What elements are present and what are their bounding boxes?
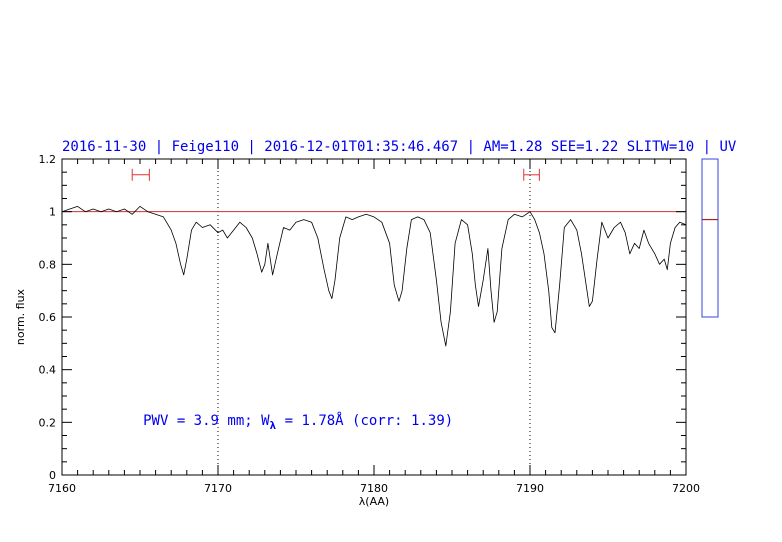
y-tick-label: 1	[49, 206, 56, 219]
x-tick-label: 7180	[360, 482, 388, 495]
y-tick-label: 0	[49, 469, 56, 482]
side-panel	[701, 158, 719, 318]
x-axis-label: λ(AA)	[359, 495, 389, 508]
y-axis-label: norm. flux	[14, 288, 27, 345]
x-axis-ticks: 7160 7170 7180 7190 7200	[48, 159, 700, 495]
y-tick-label: 0.8	[39, 258, 57, 271]
x-tick-label: 7200	[672, 482, 700, 495]
y-tick-label: 0.2	[39, 416, 57, 429]
y-axis-ticks: 0 0.2 0.4 0.6 0.8 1 1.2	[39, 153, 686, 482]
spectrum-series	[61, 205, 687, 347]
y-tick-label: 1.2	[39, 153, 57, 166]
continuum-windows	[131, 168, 540, 181]
chart-title: 2016-11-30 | Feige110 | 2016-12-01T01:35…	[62, 139, 737, 155]
side-panel-box	[701, 158, 719, 318]
x-tick-label: 7160	[48, 482, 76, 495]
pwv-annotation-suffix: = 1.78Å (corr: 1.39)	[276, 412, 453, 429]
pwv-annotation-subscript: λ	[270, 419, 277, 432]
x-tick-label: 7170	[204, 482, 232, 495]
y-tick-label: 0.4	[39, 364, 57, 377]
spectrum-line	[61, 205, 687, 347]
pwv-annotation-prefix: PWV = 3.9 mm; W	[143, 413, 270, 429]
pwv-annotation: PWV = 3.9 mm; Wλ = 1.78Å (corr: 1.39)	[143, 412, 453, 432]
x-tick-label: 7190	[516, 482, 544, 495]
y-tick-label: 0.6	[39, 311, 57, 324]
